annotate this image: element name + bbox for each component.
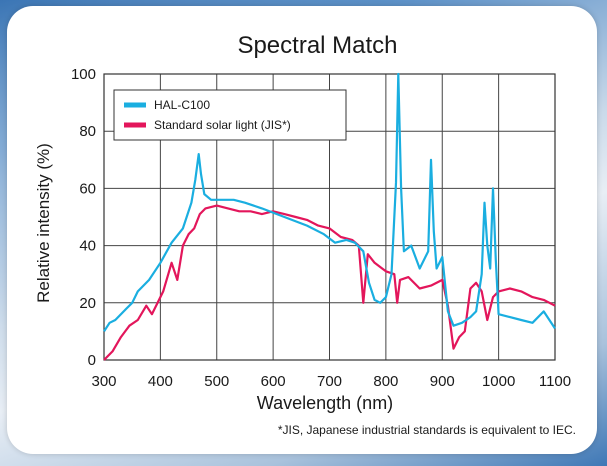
y-tick-label: 20 [79, 295, 96, 312]
footnote: *JIS, Japanese industrial standards is e… [277, 423, 576, 437]
legend-label: Standard solar light (JIS*) [154, 118, 291, 132]
y-tick-label: 40 [79, 238, 96, 255]
chart-title: Spectral Match [237, 32, 398, 59]
x-tick-label: 300 [91, 373, 116, 390]
legend-label: HAL-C100 [154, 98, 210, 112]
x-tick-label: 900 [430, 373, 455, 390]
x-tick-label: 700 [317, 373, 342, 390]
x-axis-label: Wavelength (nm) [256, 393, 394, 413]
y-tick-label: 80 [79, 123, 96, 140]
x-tick-label: 1100 [539, 373, 571, 390]
y-tick-label: 0 [88, 352, 96, 369]
y-tick-label: 60 [79, 180, 96, 197]
x-tick-label: 400 [148, 373, 173, 390]
legend-box [113, 89, 347, 141]
x-tick-label: 1000 [482, 373, 515, 390]
x-tick-label: 600 [261, 373, 286, 390]
series-line-1 [103, 204, 556, 361]
series-line-0 [103, 72, 556, 333]
y-tick-label: 100 [71, 66, 96, 83]
x-tick-label: 500 [204, 373, 229, 390]
plot-frame [103, 73, 556, 361]
x-tick-label: 800 [373, 373, 398, 390]
